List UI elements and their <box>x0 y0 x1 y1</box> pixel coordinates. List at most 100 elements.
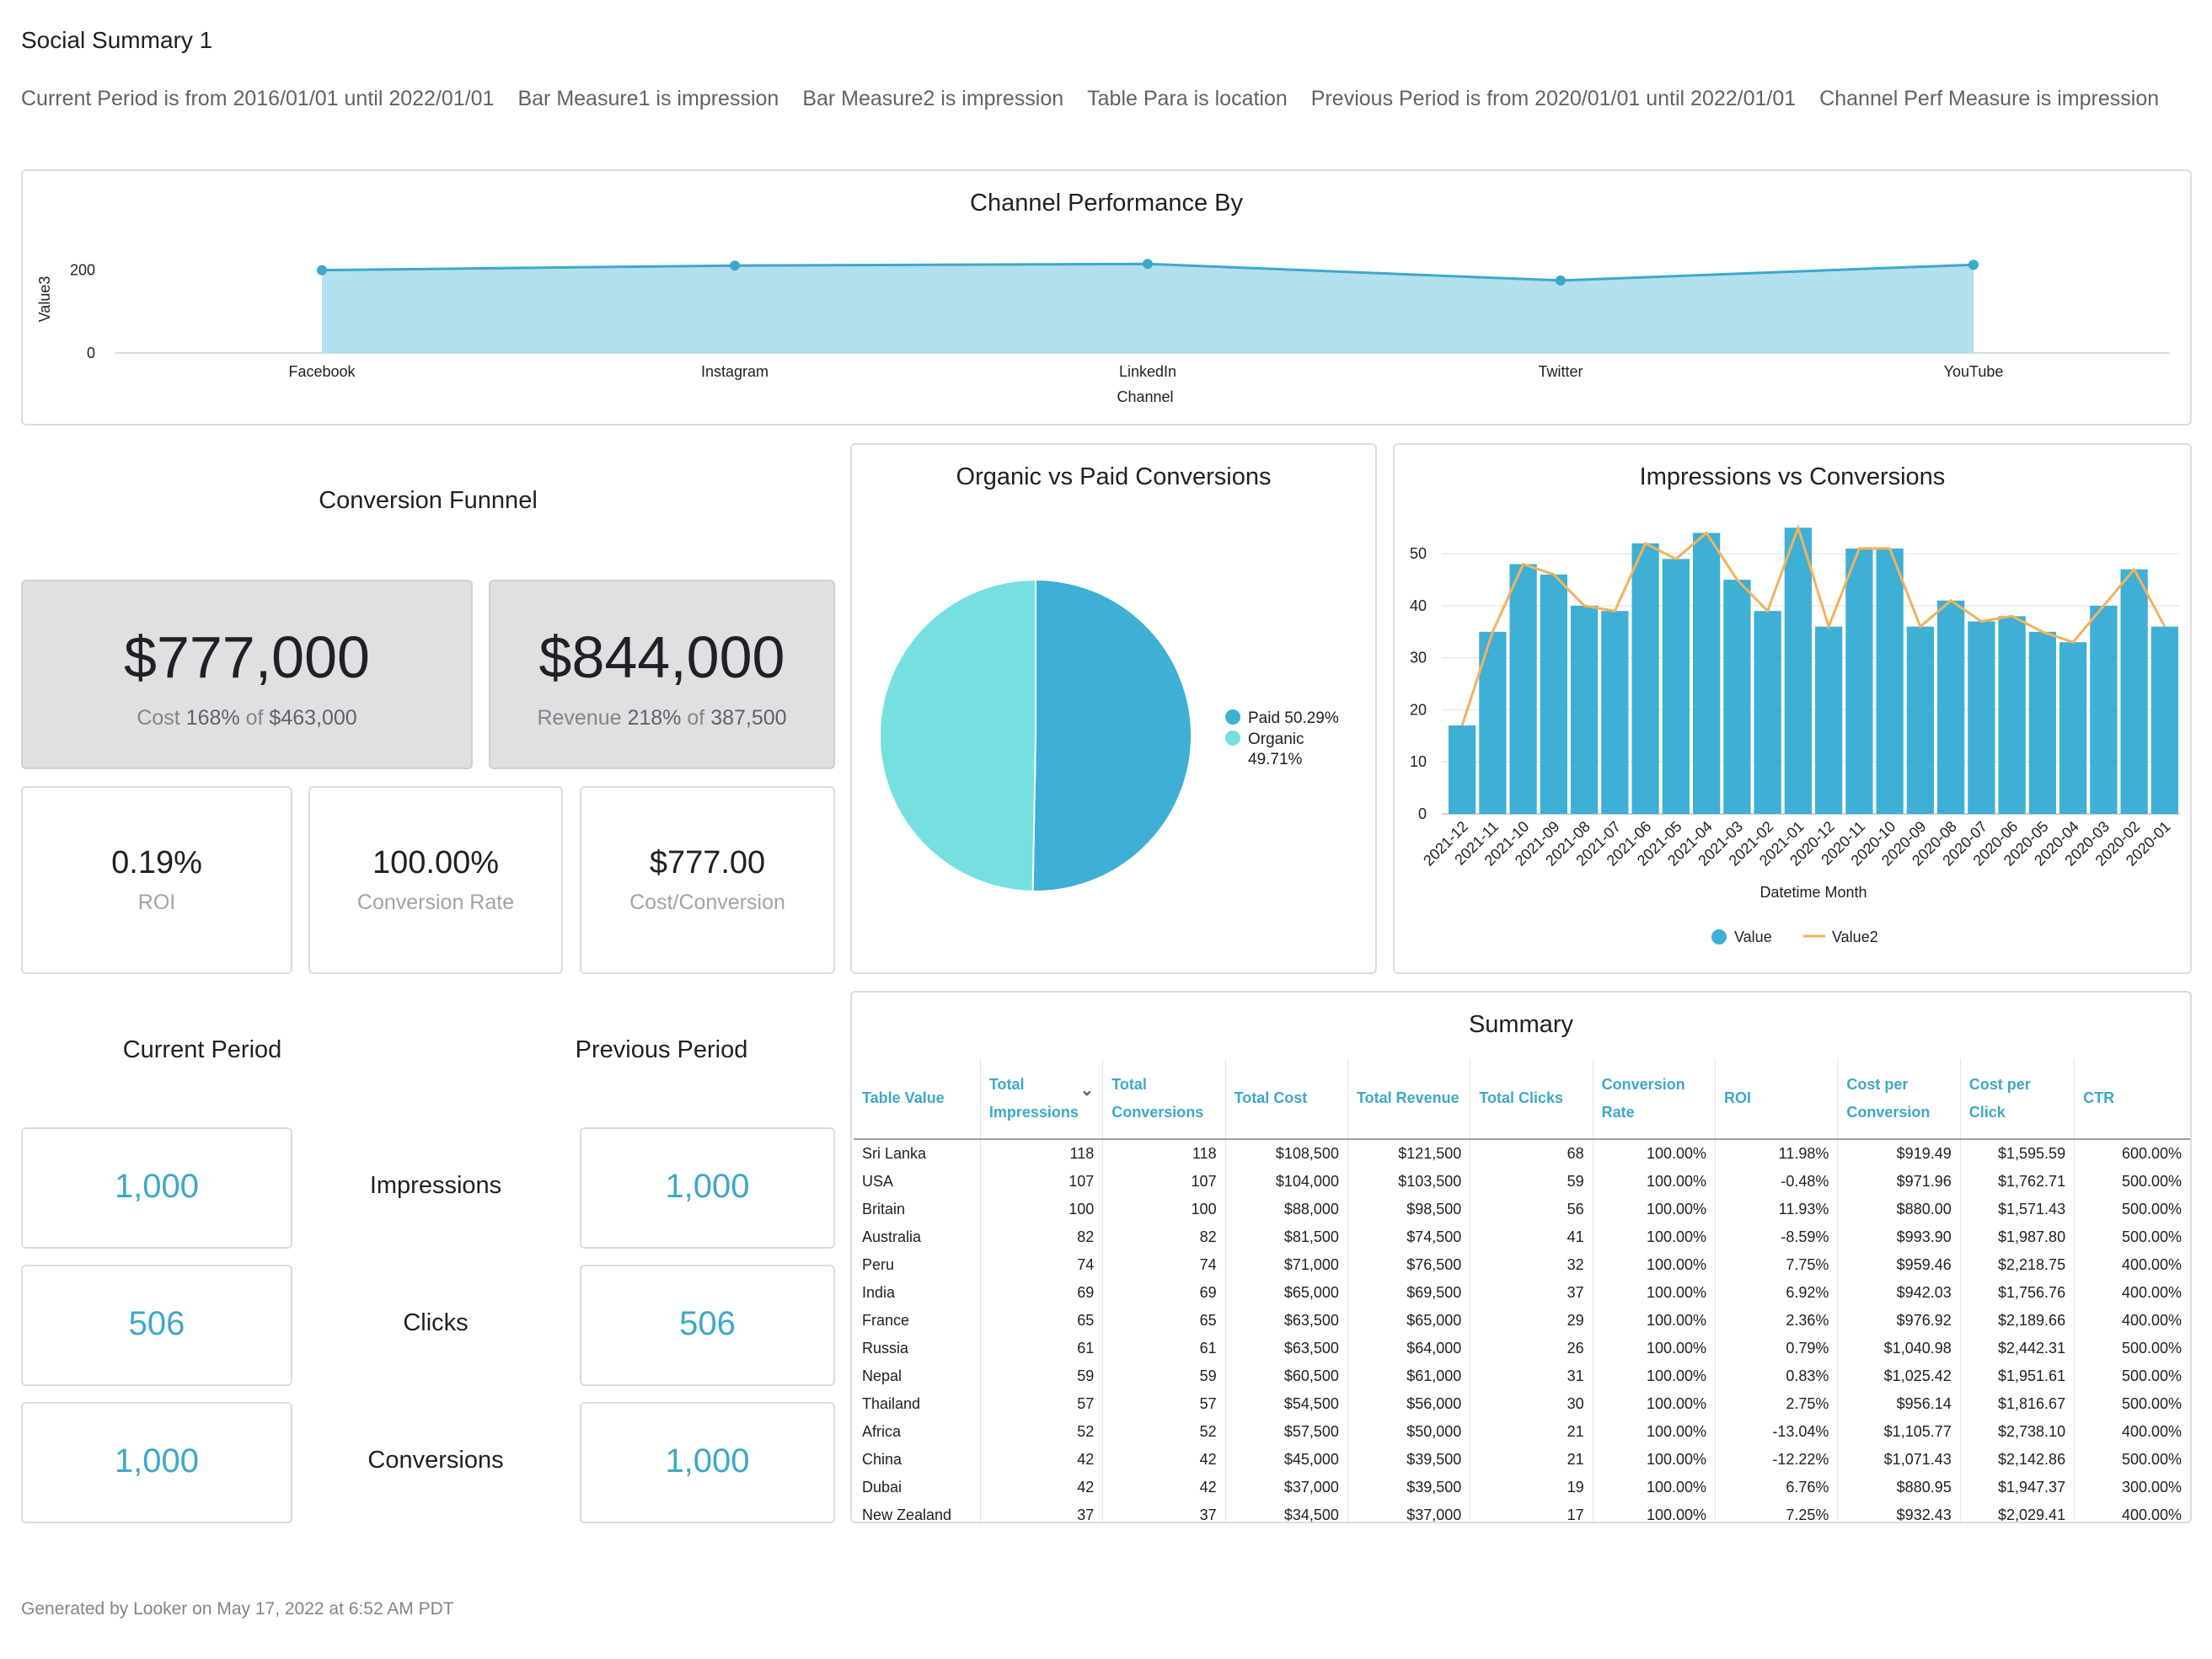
table-cell: $103,500 <box>1347 1168 1470 1196</box>
table-row: USA 107 107 $104,000 $103,500 59 100.00% -0.48%… <box>854 1168 2190 1196</box>
previous-clicks-tile[interactable]: 506 <box>580 1265 835 1386</box>
filter-table-para[interactable]: Table Para is location <box>1087 87 1288 110</box>
table-cell: $2,218.75 <box>1959 1251 2075 1279</box>
table-cell: $121,500 <box>1347 1139 1470 1168</box>
funnel-title: Conversion Funnnel <box>319 487 538 514</box>
cost-tile[interactable]: $777,000 Cost 168% of $463,000 <box>21 580 473 769</box>
row-label: Peru <box>862 1256 895 1273</box>
row-label: USA <box>862 1173 894 1190</box>
impressions-vs-conversions-chart: 010203040502021-122021-112021-102021-092… <box>1410 523 2180 945</box>
column-header-3[interactable]: Total Cost <box>1224 1058 1348 1140</box>
conversion-rate-tile[interactable]: 100.00% Conversion Rate <box>308 786 563 974</box>
table-cell: $60,500 <box>1224 1362 1348 1390</box>
table-cell: 400.00% <box>2074 1307 2190 1335</box>
conversion-rate-value: 100.00% <box>372 845 499 880</box>
cost-comparison: Cost 168% of $463,000 <box>23 706 471 730</box>
y-tick-30: 30 <box>1410 650 1427 666</box>
column-header-4[interactable]: Total Revenue <box>1347 1058 1470 1140</box>
column-header-6[interactable]: Conversion Rate <box>1592 1058 1716 1140</box>
previous-impressions-tile[interactable]: 1,000 <box>580 1127 835 1249</box>
filter-bar-measure2[interactable]: Bar Measure2 is impression <box>802 87 1064 110</box>
column-header-9[interactable]: Cost per Click <box>1959 1058 2075 1140</box>
column-header-8[interactable]: Cost per Conversion <box>1837 1058 1961 1140</box>
bar-2020-01 <box>2150 626 2178 814</box>
organic-vs-paid-card: Organic vs Paid Conversions Paid 50.29% O… <box>850 443 1377 974</box>
filter-previous-period[interactable]: Previous Period is from 2020/01/01 until… <box>1310 87 1797 110</box>
table-cell: $1,025.42 <box>1837 1362 1961 1390</box>
table-cell: $1,951.61 <box>1959 1362 2075 1390</box>
bar-2020-04 <box>2059 642 2087 814</box>
table-cell: $57,500 <box>1224 1418 1348 1446</box>
roi-tile[interactable]: 0.19% ROI <box>21 786 292 974</box>
impressions-vs-conversions-card: Impressions vs Conversions 0 10 20 30 40 50 20… <box>1393 443 2192 974</box>
table-cell: 52 <box>1102 1418 1226 1446</box>
table-cell: 107 <box>1102 1168 1226 1196</box>
table-cell: $1,105.77 <box>1837 1418 1961 1446</box>
current-period-title: Current Period <box>122 1036 282 1063</box>
table-cell: $69,500 <box>1347 1279 1470 1307</box>
column-header-7[interactable]: ROI <box>1715 1058 1838 1140</box>
table-cell: 65 <box>1102 1307 1226 1335</box>
column-header-1[interactable]: Total Impressions ⌄ <box>979 1058 1103 1140</box>
table-cell: $956.14 <box>1837 1390 1961 1418</box>
table-cell: $45,000 <box>1224 1446 1348 1474</box>
y-tick-50: 50 <box>1410 545 1427 562</box>
cost-per-conversion-tile[interactable]: $777.00 Cost/Conversion <box>580 786 835 974</box>
row-label: Russia <box>862 1340 909 1357</box>
table-cell: $1,987.80 <box>1959 1223 2075 1251</box>
filter-channel-perf-measure[interactable]: Channel Perf Measure is impression <box>1819 87 2160 110</box>
table-cell: 41 <box>1470 1223 1593 1251</box>
table-cell: 500.00% <box>2074 1223 2190 1251</box>
table-cell: 100.00% <box>1592 1501 1716 1522</box>
table-cell: 82 <box>1102 1223 1226 1251</box>
bar-2020-06 <box>1998 616 2026 814</box>
revenue-tile[interactable]: $844,000 Revenue 218% of 387,500 <box>489 580 835 769</box>
table-cell: 0.83% <box>1715 1362 1838 1390</box>
summary-table: Table Value Total Impressions ⌄ Total Convers… <box>854 1058 2190 1522</box>
table-cell: 400.00% <box>2074 1418 2190 1446</box>
x-tick-youtube: YouTube <box>1944 363 2004 380</box>
table-row: Nepal 59 59 $60,500 $61,000 31 100.00% 0.83% $1,… <box>854 1362 2190 1390</box>
table-cell: 100.00% <box>1592 1418 1716 1446</box>
table-cell: 500.00% <box>2074 1362 2190 1390</box>
table-cell: 74 <box>1102 1251 1226 1279</box>
table-cell: $2,738.10 <box>1959 1418 2075 1446</box>
table-cell: 7.75% <box>1715 1251 1838 1279</box>
table-cell: 100.00% <box>1592 1446 1716 1474</box>
table-cell: $76,500 <box>1347 1251 1470 1279</box>
table-cell: $108,500 <box>1224 1139 1348 1168</box>
current-conversions-value: 1,000 <box>114 1442 200 1480</box>
table-row: Australia 82 82 $81,500 $74,500 41 100.00% -8.5… <box>854 1223 2190 1251</box>
column-header-0[interactable]: Table Value <box>854 1058 981 1140</box>
table-cell: 69 <box>1102 1279 1226 1307</box>
bar-2021-04 <box>1693 532 1721 814</box>
y-tick-20: 20 <box>1410 701 1427 718</box>
previous-conversions-tile[interactable]: 1,000 <box>580 1402 835 1523</box>
table-cell: -8.59% <box>1715 1223 1838 1251</box>
table-cell: $1,040.98 <box>1837 1335 1961 1362</box>
column-header-10[interactable]: CTR <box>2074 1058 2190 1140</box>
table-cell: $1,947.37 <box>1959 1474 2075 1501</box>
table-cell: 11.93% <box>1715 1196 1838 1223</box>
sort-desc-icon[interactable]: ⌄ <box>1079 1080 1095 1100</box>
current-impressions-tile[interactable]: 1,000 <box>21 1127 292 1249</box>
column-header-5[interactable]: Total Clicks <box>1470 1058 1593 1140</box>
table-cell: 2.75% <box>1715 1390 1838 1418</box>
filter-current-period[interactable]: Current Period is from 2016/01/01 until … <box>21 87 495 110</box>
table-row: China 42 42 $45,000 $39,500 21 100.00% -12.22% $… <box>854 1446 2190 1474</box>
table-cell: $1,595.59 <box>1959 1139 2075 1168</box>
x-tick-instagram: Instagram <box>701 363 769 380</box>
table-cell: 100.00% <box>1592 1474 1716 1501</box>
cost-target: $463,000 <box>269 706 357 730</box>
column-header-2[interactable]: Total Conversions <box>1102 1058 1226 1140</box>
current-clicks-tile[interactable]: 506 <box>21 1265 292 1386</box>
current-conversions-tile[interactable]: 1,000 <box>21 1402 292 1523</box>
bar-2021-10 <box>1509 564 1537 814</box>
table-cell: $971.96 <box>1837 1168 1961 1196</box>
table-cell: $104,000 <box>1224 1168 1348 1196</box>
row-label: Sri Lanka <box>862 1145 927 1162</box>
filter-bar-measure1[interactable]: Bar Measure1 is impression <box>517 87 779 110</box>
table-cell: $81,500 <box>1224 1223 1348 1251</box>
table-cell: 100.00% <box>1592 1307 1716 1335</box>
cost-of: of <box>245 706 264 730</box>
